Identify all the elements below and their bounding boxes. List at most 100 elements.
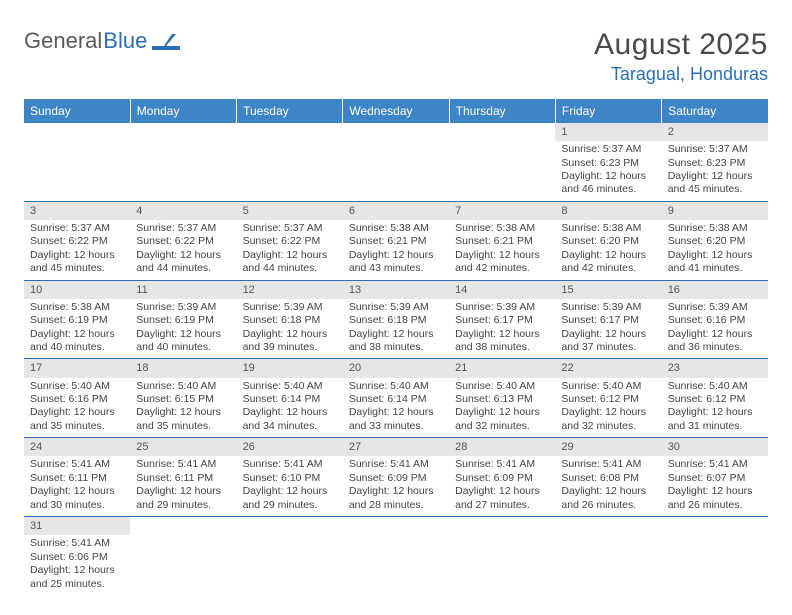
daylight-line: Daylight: 12 hours and 29 minutes. xyxy=(136,485,230,512)
sunrise-line: Sunrise: 5:40 AM xyxy=(349,380,443,393)
sunrise-line: Sunrise: 5:39 AM xyxy=(668,301,762,314)
sunrise-line: Sunrise: 5:38 AM xyxy=(30,301,124,314)
calendar-day-cell: 31Sunrise: 5:41 AMSunset: 6:06 PMDayligh… xyxy=(24,517,130,595)
calendar-day-cell: 14Sunrise: 5:39 AMSunset: 6:17 PMDayligh… xyxy=(449,280,555,359)
day-number-bar: 9 xyxy=(662,202,768,220)
day-number-bar: 30 xyxy=(662,438,768,456)
calendar-week-row: 17 Sunrise: 5:40 AM Sunset: 6:16 PM Dayligh… xyxy=(24,359,768,438)
daylight-line: Daylight: 12 hours and 32 minutes. xyxy=(561,406,655,433)
sunset-line: Sunset: 6:22 PM xyxy=(136,235,230,248)
weekday-header: Saturday xyxy=(662,99,768,123)
sunrise-line: Sunrise: 5:39 AM xyxy=(136,301,230,314)
calendar-day-cell: 24Sunrise: 5:41 AMSunset: 6:11 PMDayligh… xyxy=(24,438,130,517)
calendar-day-cell: 27Sunrise: 5:41 AMSunset: 6:09 PMDayligh… xyxy=(343,438,449,517)
day-number-bar: 15 xyxy=(555,281,661,299)
sunset-line: Sunset: 6:16 PM xyxy=(30,393,124,406)
daylight-line: Daylight: 12 hours and 25 minutes. xyxy=(30,564,124,591)
sunrise-line: Sunrise: 5:41 AM xyxy=(455,458,549,471)
day-number-bar: 14 xyxy=(449,281,555,299)
sunrise-line: Sunrise: 5:40 AM xyxy=(455,380,549,393)
sunset-line: Sunset: 6:12 PM xyxy=(561,393,655,406)
calendar-day-cell xyxy=(343,123,449,201)
calendar-day-cell: 4Sunrise: 5:37 AMSunset: 6:22 PMDaylight… xyxy=(130,201,236,280)
day-number-bar: 5 xyxy=(237,202,343,220)
calendar-week-row: 1Sunrise: 5:37 AMSunset: 6:23 PMDaylight… xyxy=(24,123,768,201)
day-number-bar: 25 xyxy=(130,438,236,456)
day-number-bar: 6 xyxy=(343,202,449,220)
daylight-line: Daylight: 12 hours and 39 minutes. xyxy=(243,328,337,355)
calendar-week-row: 31Sunrise: 5:41 AMSunset: 6:06 PMDayligh… xyxy=(24,517,768,595)
sunrise-line: Sunrise: 5:37 AM xyxy=(30,222,124,235)
daylight-line: Daylight: 12 hours and 46 minutes. xyxy=(561,170,655,197)
sunset-line: Sunset: 6:09 PM xyxy=(455,472,549,485)
daylight-line: Daylight: 12 hours and 38 minutes. xyxy=(349,328,443,355)
sunset-line: Sunset: 6:22 PM xyxy=(243,235,337,248)
sunrise-line: Sunrise: 5:40 AM xyxy=(668,380,762,393)
daylight-line: Daylight: 12 hours and 31 minutes. xyxy=(668,406,762,433)
sunrise-line: Sunrise: 5:41 AM xyxy=(30,537,124,550)
sunset-line: Sunset: 6:20 PM xyxy=(561,235,655,248)
daylight-line: Daylight: 12 hours and 35 minutes. xyxy=(136,406,230,433)
weekday-header: Monday xyxy=(130,99,236,123)
calendar-day-cell xyxy=(130,123,236,201)
day-number-bar: 17 xyxy=(24,359,130,377)
day-number-bar: 4 xyxy=(130,202,236,220)
calendar-day-cell: 29Sunrise: 5:41 AMSunset: 6:08 PMDayligh… xyxy=(555,438,661,517)
sunrise-line: Sunrise: 5:41 AM xyxy=(30,458,124,471)
calendar-day-cell: 3Sunrise: 5:37 AMSunset: 6:22 PMDaylight… xyxy=(24,201,130,280)
calendar-day-cell xyxy=(130,517,236,595)
sunset-line: Sunset: 6:17 PM xyxy=(455,314,549,327)
sunset-line: Sunset: 6:11 PM xyxy=(136,472,230,485)
sunrise-line: Sunrise: 5:41 AM xyxy=(349,458,443,471)
sunrise-line: Sunrise: 5:41 AM xyxy=(668,458,762,471)
daylight-line: Daylight: 12 hours and 44 minutes. xyxy=(243,249,337,276)
calendar-day-cell xyxy=(237,123,343,201)
weekday-header: Tuesday xyxy=(237,99,343,123)
sunrise-line: Sunrise: 5:41 AM xyxy=(136,458,230,471)
sunset-line: Sunset: 6:21 PM xyxy=(349,235,443,248)
sunrise-line: Sunrise: 5:39 AM xyxy=(561,301,655,314)
sunrise-line: Sunrise: 5:41 AM xyxy=(243,458,337,471)
calendar-day-cell: 12Sunrise: 5:39 AMSunset: 6:18 PMDayligh… xyxy=(237,280,343,359)
calendar-day-cell xyxy=(449,123,555,201)
location-subtitle: Taragual, Honduras xyxy=(594,64,768,85)
day-number-bar: 22 xyxy=(555,359,661,377)
day-number-bar: 2 xyxy=(662,123,768,141)
calendar-day-cell: 8Sunrise: 5:38 AMSunset: 6:20 PMDaylight… xyxy=(555,201,661,280)
day-number-bar: 31 xyxy=(24,517,130,535)
calendar-day-cell: 30Sunrise: 5:41 AMSunset: 6:07 PMDayligh… xyxy=(662,438,768,517)
calendar-day-cell: 2Sunrise: 5:37 AMSunset: 6:23 PMDaylight… xyxy=(662,123,768,201)
day-number-bar: 27 xyxy=(343,438,449,456)
calendar-day-cell: 25 Sunrise: 5:41 AMSunset: 6:11 PMDayligh… xyxy=(130,438,236,517)
calendar-day-cell: 5Sunrise: 5:37 AMSunset: 6:22 PMDaylight… xyxy=(237,201,343,280)
calendar-day-cell: 18Sunrise: 5:40 AMSunset: 6:15 PMDayligh… xyxy=(130,359,236,438)
sunset-line: Sunset: 6:10 PM xyxy=(243,472,337,485)
calendar-day-cell xyxy=(555,517,661,595)
day-number-bar: 21 xyxy=(449,359,555,377)
calendar-day-cell: 17Sunrise: 5:40 AMSunset: 6:16 PMDayligh… xyxy=(24,359,130,438)
day-number-bar: 19 xyxy=(237,359,343,377)
calendar-day-cell: 28Sunrise: 5:41 AMSunset: 6:09 PMDayligh… xyxy=(449,438,555,517)
calendar-table: SundayMondayTuesdayWednesdayThursdayFrid… xyxy=(24,99,768,595)
sunset-line: Sunset: 6:19 PM xyxy=(136,314,230,327)
sunrise-line: Sunrise: 5:41 AM xyxy=(561,458,655,471)
calendar-day-cell xyxy=(449,517,555,595)
sunrise-line: Sunrise: 5:38 AM xyxy=(455,222,549,235)
sunset-line: Sunset: 6:23 PM xyxy=(668,157,762,170)
sunrise-line: Sunrise: 5:38 AM xyxy=(668,222,762,235)
calendar-day-cell xyxy=(343,517,449,595)
calendar-day-cell: 19Sunrise: 5:40 AMSunset: 6:14 PMDayligh… xyxy=(237,359,343,438)
sunrise-line: Sunrise: 5:39 AM xyxy=(455,301,549,314)
sunrise-line: Sunrise: 5:38 AM xyxy=(349,222,443,235)
calendar-day-cell: 9Sunrise: 5:38 AMSunset: 6:20 PMDaylight… xyxy=(662,201,768,280)
day-number-bar: 29 xyxy=(555,438,661,456)
day-number-bar: 28 xyxy=(449,438,555,456)
daylight-line: Daylight: 12 hours and 41 minutes. xyxy=(668,249,762,276)
calendar-day-cell: 20Sunrise: 5:40 AMSunset: 6:14 PMDayligh… xyxy=(343,359,449,438)
sunset-line: Sunset: 6:23 PM xyxy=(561,157,655,170)
day-number-bar: 3 xyxy=(24,202,130,220)
month-title: August 2025 xyxy=(594,28,768,62)
calendar-day-cell: 11Sunrise: 5:39 AMSunset: 6:19 PMDayligh… xyxy=(130,280,236,359)
calendar-day-cell xyxy=(662,517,768,595)
calendar-day-cell xyxy=(24,123,130,201)
